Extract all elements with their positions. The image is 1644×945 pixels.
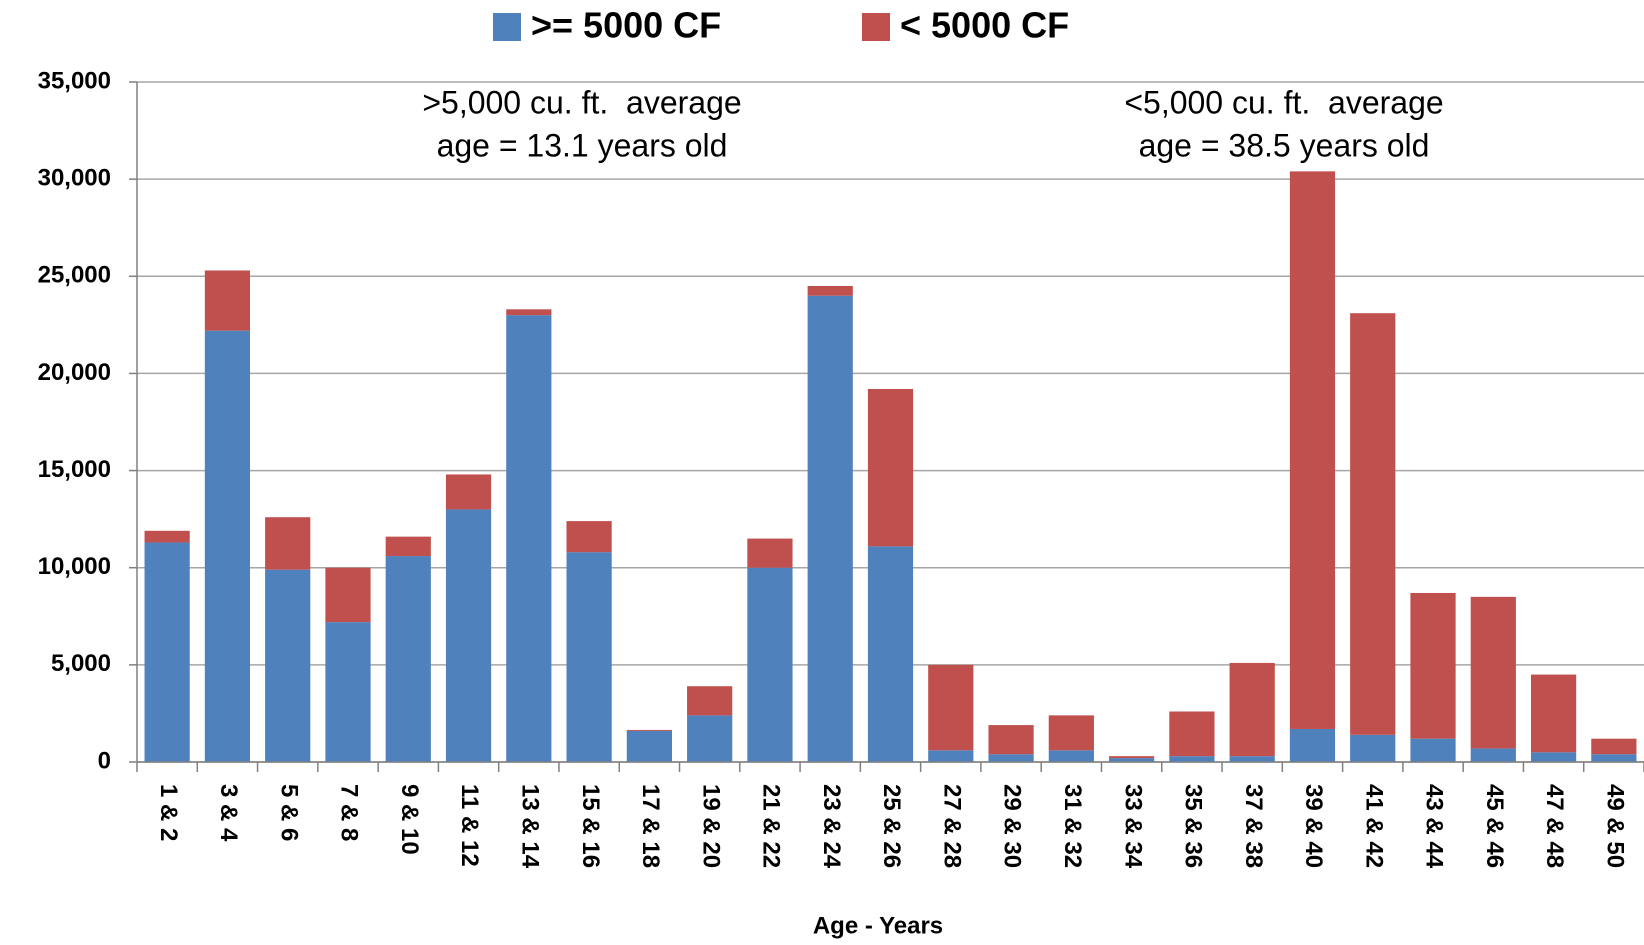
x-tick-label: 23 & 24 [818,784,845,869]
bar-segment [144,542,190,762]
y-tick-label: 0 [98,747,111,774]
bar-segment [1109,758,1155,762]
x-tick-label: 5 & 6 [275,784,302,841]
bar-segment [1470,596,1516,749]
legend-label: < 5000 CF [900,5,1069,46]
x-tick-label: 17 & 18 [637,784,664,868]
bar-segment [1591,754,1637,762]
bar-segment [687,686,733,716]
x-tick-label: 25 & 26 [878,784,905,868]
x-tick-label: 3 & 4 [215,784,242,842]
legend-swatch [493,13,521,41]
bar-segment [566,552,612,762]
bar-segment [687,715,733,762]
y-tick-label: 10,000 [38,553,111,580]
bar-segment [1470,748,1516,762]
bar-segment [807,295,853,762]
x-tick-label: 33 & 34 [1119,784,1146,869]
x-tick-label: 27 & 28 [938,784,965,868]
bar-segment [1048,715,1094,751]
bar-segment [928,750,974,762]
bar-segment [506,315,552,762]
x-tick-label: 31 & 32 [1059,784,1086,868]
annotation: age = 38.5 years old [1139,127,1430,163]
bar-segment [1109,756,1155,759]
bar-segment [204,270,251,331]
bar-segment [204,330,251,762]
x-tick-label: 21 & 22 [758,784,785,868]
x-tick-label: 35 & 36 [1180,784,1207,868]
bar-segment [928,664,974,751]
x-tick-label: 13 & 14 [516,784,543,869]
x-tick-label: 7 & 8 [336,784,363,841]
x-tick-label: 1 & 2 [155,784,182,841]
bar-segment [747,567,793,762]
bar-segment [1229,662,1275,757]
bar-segment [1229,756,1275,762]
bar-segment [325,622,371,762]
legend-label: >= 5000 CF [531,5,721,46]
bar-segment [807,286,853,296]
bar-segment [1410,738,1456,762]
bar-segment [1410,592,1456,739]
bar-segment [1289,728,1336,762]
y-tick-label: 20,000 [38,359,111,386]
bar-segment [1530,674,1577,753]
bar-segment [1169,711,1215,757]
x-tick-label: 43 & 44 [1421,784,1448,869]
bar-segment [445,509,492,762]
annotation: <5,000 cu. ft. average [1124,84,1443,120]
bar-segment [747,538,793,568]
bar-segment [1530,752,1577,762]
bar-segment [385,536,431,557]
x-tick-label: 37 & 38 [1240,784,1267,868]
bar-segment [144,530,190,543]
bar-segment [1169,756,1215,762]
x-tick-label: 45 & 46 [1481,784,1508,868]
x-tick-label: 15 & 16 [577,784,604,868]
annotation: >5,000 cu. ft. average [422,84,741,120]
x-tick-label: 29 & 30 [999,784,1026,868]
bar-segment [1591,738,1637,755]
bar-segment [1350,734,1396,762]
bar-segment [867,546,914,762]
y-tick-label: 30,000 [38,164,111,191]
bar-segment [566,521,612,553]
bar-segment [445,474,492,510]
bar-segment [265,569,311,762]
annotation: age = 13.1 years old [437,127,728,163]
x-tick-label: 39 & 40 [1300,784,1327,868]
bar-segment [506,309,552,316]
x-tick-label: 41 & 42 [1360,784,1387,868]
x-axis-title: Age - Years [813,912,943,939]
x-tick-label: 47 & 48 [1541,784,1568,868]
bar-segment [265,517,311,570]
bar-segment [1289,171,1336,729]
y-tick-label: 5,000 [51,650,111,677]
y-tick-label: 35,000 [38,67,111,94]
bar-segment [626,729,672,731]
y-tick-label: 25,000 [38,262,111,289]
x-tick-label: 11 & 12 [456,784,483,867]
bar-segment [1350,313,1396,735]
bar-segment [988,725,1034,755]
x-tick-label: 9 & 10 [396,784,423,855]
legend-swatch [862,13,890,41]
x-tick-label: 19 & 20 [697,784,724,868]
bar-segment [325,567,371,623]
bar-segment [385,556,431,762]
bar-segment [626,730,672,762]
bar-segment [988,754,1034,762]
bar-segment [867,388,914,547]
y-tick-label: 15,000 [38,456,111,483]
bar-segment [1048,750,1094,762]
x-tick-label: 49 & 50 [1602,784,1629,868]
